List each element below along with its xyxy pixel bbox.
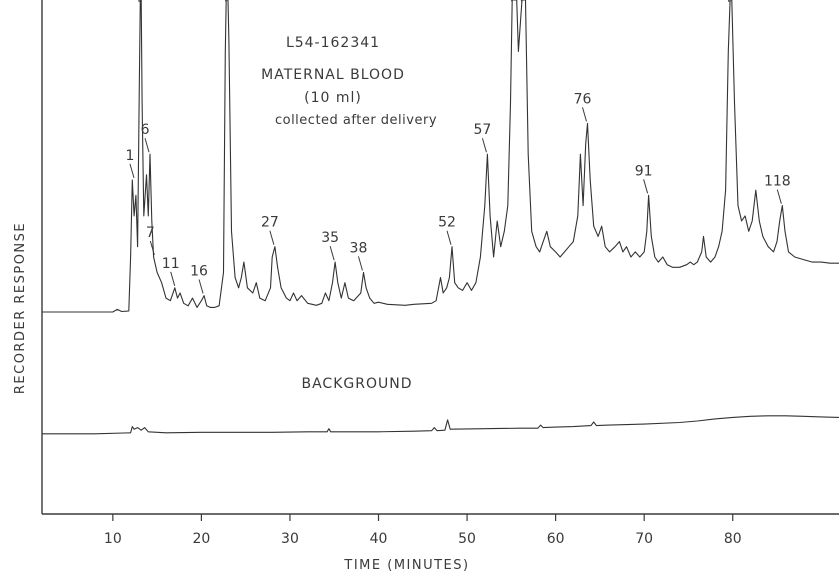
peak-leader-line <box>138 0 140 3</box>
peak-label: 91 <box>635 163 653 179</box>
x-tick-label: 80 <box>724 531 742 547</box>
chart-subtitle-line-3: collected after delivery <box>275 113 437 128</box>
peak-leader-line <box>643 179 649 194</box>
peak-label: 11 <box>162 256 180 272</box>
x-tick-label: 30 <box>281 531 299 547</box>
chart-subtitle-line-2: (10 ml) <box>304 90 362 106</box>
series-layer <box>42 0 839 435</box>
x-tick-label: 50 <box>458 531 476 547</box>
series-line-background <box>42 415 839 435</box>
peak-label: 35 <box>321 230 339 246</box>
peak-leader-line <box>144 138 150 153</box>
x-tick-label: 70 <box>635 531 653 547</box>
peak-leader-line <box>329 246 335 261</box>
peak-label: 7 <box>146 225 155 241</box>
chart-subtitle-line-1: MATERNAL BLOOD <box>261 67 405 83</box>
peak-label: 57 <box>474 122 492 138</box>
peak-leader-line <box>129 163 135 179</box>
peak-leader-line <box>776 189 782 204</box>
peak-label: 27 <box>261 215 279 231</box>
peak-leader-line <box>149 240 155 256</box>
peak-leader-line <box>511 0 513 3</box>
peak-leader-line <box>224 0 227 3</box>
peak-label: 1 <box>126 148 135 164</box>
peak-label: 76 <box>574 91 592 107</box>
peak-label: 38 <box>350 240 368 256</box>
peak-leader-line <box>170 271 176 286</box>
peak-leader-line <box>269 230 275 245</box>
x-axis-title: TIME (MINUTES) <box>343 558 469 572</box>
peak-label: 118 <box>764 174 791 190</box>
peak-leader-line <box>357 256 363 271</box>
peak-leader-line <box>446 230 452 245</box>
peak-leader-line <box>481 138 487 153</box>
peak-label: 52 <box>438 215 456 231</box>
peak-annotations: 1267111621273538525761627691111118 <box>126 0 791 294</box>
x-tick-label: 10 <box>104 531 122 547</box>
x-tick-label: 60 <box>547 531 565 547</box>
peak-leader-line <box>198 279 204 294</box>
x-tick-label: 40 <box>370 531 388 547</box>
peak-label: 6 <box>141 122 150 138</box>
peak-leader-line <box>520 0 523 3</box>
title-block: L54-162341 MATERNAL BLOOD (10 ml) collec… <box>261 35 437 128</box>
peak-leader-line <box>582 107 587 122</box>
x-axis-ticks: 10 20 30 40 50 60 70 80 <box>104 514 742 547</box>
series-line-sample <box>42 0 839 313</box>
peak-label: 16 <box>190 264 208 280</box>
background-trace-label: BACKGROUND <box>302 376 413 392</box>
chart-title: L54-162341 <box>286 35 380 51</box>
y-axis-title: RECORDER RESPONSE <box>13 222 28 394</box>
peak-leader-line <box>727 0 730 3</box>
x-tick-label: 20 <box>192 531 210 547</box>
